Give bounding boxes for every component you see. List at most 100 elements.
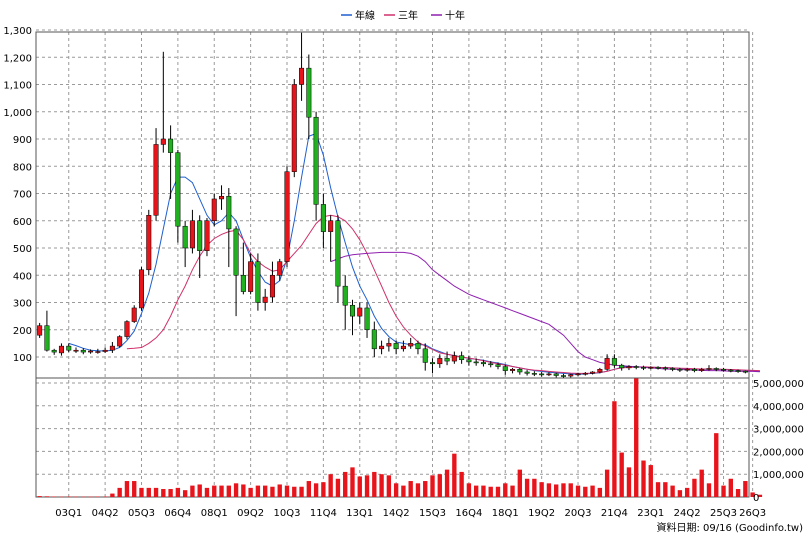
price-tick-label: 600 bbox=[13, 217, 32, 228]
volume-bar bbox=[634, 378, 639, 497]
candle-body bbox=[742, 370, 748, 373]
volume-bar bbox=[233, 483, 239, 497]
candle bbox=[517, 367, 523, 375]
volume-bar bbox=[568, 483, 573, 497]
volume-bar bbox=[670, 485, 675, 497]
volume-bar bbox=[597, 487, 603, 497]
candle-body bbox=[269, 275, 275, 298]
candle bbox=[175, 149, 181, 243]
candle bbox=[277, 258, 283, 281]
volume-bar bbox=[692, 478, 697, 497]
volume-bar bbox=[554, 484, 559, 497]
time-tick-label: 23Q1 bbox=[637, 508, 664, 519]
volume-tick-label: 3,000,000 bbox=[753, 425, 804, 436]
volume-bar bbox=[313, 483, 319, 497]
volume-bar bbox=[612, 401, 617, 497]
volume-bar bbox=[735, 489, 741, 497]
volume-bar bbox=[277, 484, 282, 497]
candle-body bbox=[437, 358, 443, 365]
candle bbox=[197, 215, 203, 278]
candle-body bbox=[204, 220, 210, 251]
volume-tick-label: 1,000,000 bbox=[753, 470, 804, 481]
volume-panel-frame bbox=[35, 377, 750, 498]
volume-bar bbox=[182, 490, 188, 497]
time-tick-label: 21Q4 bbox=[601, 508, 628, 519]
candle bbox=[691, 367, 697, 373]
candle bbox=[444, 351, 450, 366]
volume-bar bbox=[481, 485, 486, 497]
candle-body bbox=[670, 368, 676, 370]
volume-bar bbox=[139, 487, 144, 497]
time-tick-label: 11Q4 bbox=[310, 508, 337, 519]
candle bbox=[480, 359, 486, 367]
candle bbox=[713, 367, 719, 372]
candle-body bbox=[219, 195, 225, 200]
candle-body bbox=[619, 364, 625, 369]
candle bbox=[488, 361, 494, 368]
volume-bar bbox=[284, 485, 290, 497]
volume-bar bbox=[575, 485, 581, 497]
candle-body bbox=[408, 343, 414, 347]
candle bbox=[364, 302, 370, 338]
volume-axis-labels: 0 1,000,000 2,000,000 3,000,000 4,000,000 5,0… bbox=[753, 379, 804, 504]
candle bbox=[655, 366, 661, 370]
candle bbox=[44, 310, 50, 352]
volume-bar bbox=[590, 485, 595, 497]
ma-line-ten-year bbox=[330, 251, 760, 373]
candle bbox=[124, 320, 130, 340]
time-tick-label: 25Q3 bbox=[710, 508, 737, 519]
candle bbox=[422, 343, 428, 371]
volume-bar bbox=[81, 496, 86, 498]
candle bbox=[684, 367, 690, 372]
candle bbox=[721, 367, 727, 372]
volume-bar bbox=[372, 471, 377, 497]
time-tick-label: 13Q1 bbox=[346, 508, 373, 519]
time-tick-label: 03Q1 bbox=[55, 508, 82, 519]
price-tick-label: 100 bbox=[13, 353, 32, 364]
candle-body bbox=[706, 368, 712, 370]
candle-body bbox=[306, 67, 312, 118]
volume-bar bbox=[386, 475, 392, 497]
candle-body bbox=[575, 373, 581, 376]
candle-body bbox=[320, 204, 326, 232]
price-tick-label: 1,000 bbox=[3, 108, 32, 119]
volume-bar bbox=[44, 496, 50, 497]
candle-body bbox=[131, 307, 137, 322]
time-tick-label: 04Q2 bbox=[92, 508, 119, 519]
volume-bar bbox=[546, 483, 552, 497]
time-tick-label: 06Q4 bbox=[164, 508, 191, 519]
price-tick-label: 900 bbox=[13, 135, 32, 146]
candle bbox=[320, 193, 326, 248]
volume-bar bbox=[743, 481, 748, 497]
candle bbox=[168, 125, 174, 199]
volume-tick-label: 0 bbox=[753, 493, 759, 504]
candle bbox=[262, 288, 268, 311]
candle bbox=[706, 365, 712, 371]
volume-bar bbox=[88, 496, 93, 498]
candle-body bbox=[524, 371, 530, 374]
volume-bar bbox=[757, 494, 763, 497]
candle bbox=[619, 363, 625, 371]
volume-bar bbox=[299, 486, 304, 497]
volume-bar bbox=[655, 482, 661, 497]
candle bbox=[109, 342, 115, 353]
volume-bar bbox=[95, 496, 101, 498]
volume-bar bbox=[415, 483, 421, 497]
candle-body bbox=[240, 275, 246, 292]
candle bbox=[211, 193, 217, 227]
candle bbox=[51, 348, 57, 355]
candle bbox=[451, 351, 457, 364]
candle bbox=[371, 321, 377, 357]
candle-body bbox=[182, 225, 188, 249]
candle bbox=[284, 166, 290, 268]
candle-body bbox=[480, 362, 486, 365]
candle bbox=[335, 215, 341, 303]
volume-bar bbox=[212, 485, 217, 497]
candle bbox=[430, 358, 436, 374]
volume-bar bbox=[175, 487, 181, 497]
candle-body bbox=[138, 269, 145, 309]
candle bbox=[73, 347, 79, 353]
volume-bar bbox=[728, 478, 733, 497]
candle-body bbox=[597, 369, 603, 373]
